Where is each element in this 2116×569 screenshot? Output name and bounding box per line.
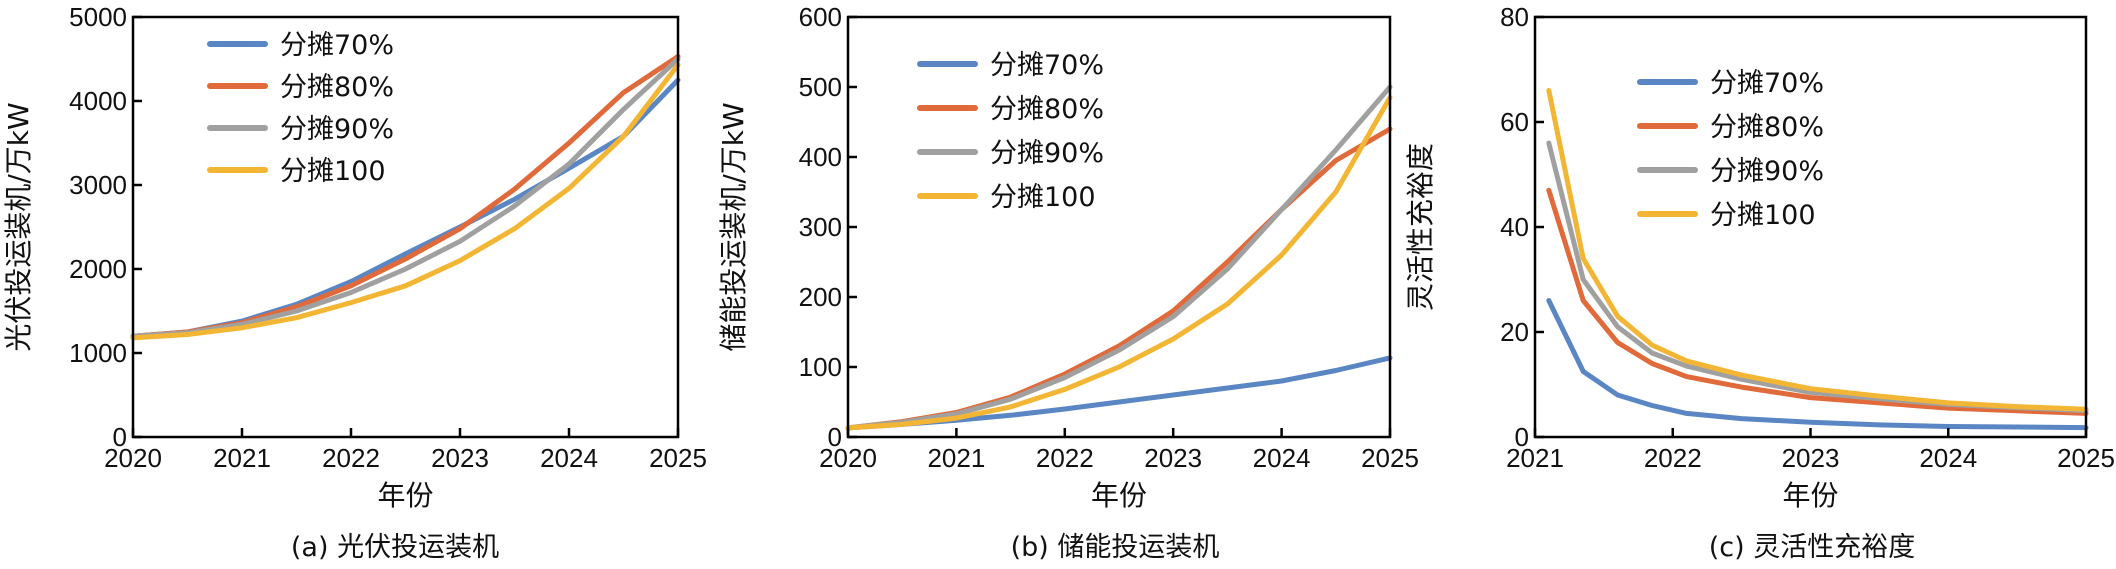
panel-a-plot-frame — [131, 15, 680, 439]
panel-b-x-tick-label: 2023 — [1144, 443, 1202, 473]
panel-b-caption: (b) 储能投运装机 — [1011, 532, 1220, 563]
panel-b-x-tick-label: 2024 — [1253, 443, 1311, 473]
panel-b-series-分摊80% — [845, 126, 1393, 431]
panel-c-x-tick-label: 2021 — [1506, 443, 1564, 473]
panel-c-legend-label: 分摊70% — [1710, 68, 1824, 99]
panel-b-y-tick-label: 200 — [799, 282, 842, 312]
panel-a-x-tick-label: 2022 — [322, 443, 380, 473]
panel-c-series-分摊70% — [1546, 298, 2089, 431]
panel-a-x-tick-label: 2021 — [213, 443, 271, 473]
panel-a-x-tick-label: 2025 — [649, 443, 707, 473]
panel-b-x-axis-label: 年份 — [1091, 479, 1147, 512]
panel-b-series-分摊90% — [845, 84, 1393, 431]
panel-a-series-分摊100 — [130, 62, 681, 341]
panel-a-y-tick-label: 0 — [113, 422, 127, 452]
panel-c-x-tick-label: 2022 — [1644, 443, 1702, 473]
panel-b-y-tick-label: 600 — [799, 2, 842, 32]
panel-c: 2021 2022 2023 2024 2025 0 20 40 60 80 年份 灵活性充裕度 分摊7… — [1404, 2, 2115, 563]
panel-b-x-tick-label: 2022 — [1036, 443, 1094, 473]
panel-a-y-tick-label: 5000 — [69, 2, 127, 32]
panel-b-legend-label: 分摊70% — [990, 50, 1104, 81]
panel-c-caption: (c) 灵活性充裕度 — [1709, 532, 1916, 563]
panel-a-y-tick-label: 1000 — [69, 338, 127, 368]
panel-b-y-tick-label: 400 — [799, 142, 842, 172]
panel-c-series-分摊80% — [1546, 187, 2089, 416]
panel-b-legend-label: 分摊90% — [990, 138, 1104, 169]
panel-c-y-tick-label: 60 — [1500, 107, 1529, 137]
panel-b-legend: 分摊70% 分摊80% 分摊90% 分摊100 — [917, 50, 1104, 213]
panel-b-y-axis-label: 储能投运装机/万kW — [717, 102, 750, 351]
panel-c-y-tick-label: 40 — [1500, 212, 1529, 242]
panel-a-series-分摊80% — [130, 54, 681, 339]
panel-a-caption: (a) 光伏投运装机 — [291, 532, 499, 563]
panel-c-legend-label: 分摊100 — [1710, 200, 1816, 231]
panel-a-legend-label: 分摊100 — [280, 156, 386, 187]
panel-c-x-tick-label: 2023 — [1782, 443, 1840, 473]
panel-b-x-tick-label: 2020 — [819, 443, 877, 473]
panel-a-legend-label: 分摊90% — [280, 114, 394, 145]
panel-c-legend-label: 分摊80% — [1710, 112, 1824, 143]
panel-b-x-tick-label: 2021 — [927, 443, 985, 473]
panel-a-y-tick-label: 4000 — [69, 86, 127, 116]
panel-c-legend-label: 分摊90% — [1710, 156, 1824, 187]
panel-b-x-tick-label: 2025 — [1361, 443, 1419, 473]
panel-c-y-tick-label: 20 — [1500, 317, 1529, 347]
panel-a-x-tick-label: 2020 — [104, 443, 162, 473]
panel-c-x-tick-label: 2024 — [1919, 443, 1977, 473]
panel-c-legend: 分摊70% 分摊80% 分摊90% 分摊100 — [1637, 68, 1824, 231]
panel-a-y-axis-label: 光伏投运装机/万kW — [2, 102, 35, 351]
panel-b-y-tick-label: 500 — [799, 72, 842, 102]
panel-a-x-axis-label: 年份 — [377, 479, 433, 512]
panel-c-series-分摊100 — [1546, 88, 2089, 412]
panel-a-legend: 分摊70% 分摊80% 分摊90% 分摊100 — [207, 30, 394, 187]
panel-c-y-tick-label: 0 — [1515, 422, 1529, 452]
panel-c-y-axis-label: 灵活性充裕度 — [1404, 143, 1437, 311]
panel-a-y-tick-label: 2000 — [69, 254, 127, 284]
panel-a: 2020 2021 2022 2023 2024 2025 0 1000 2000 3000 400… — [2, 2, 707, 563]
panel-a-legend-label: 分摊70% — [280, 30, 394, 61]
panel-a-x-tick-label: 2024 — [540, 443, 598, 473]
panel-a-x-tick-label: 2023 — [431, 443, 489, 473]
panel-b: 2020 2021 2022 2023 2024 2025 0 100 200 300 400 500… — [717, 2, 1419, 563]
panel-a-y-tick-label: 3000 — [69, 170, 127, 200]
panel-b-legend-label: 分摊80% — [990, 94, 1104, 125]
panel-b-y-tick-label: 0 — [828, 422, 842, 452]
panel-b-legend-label: 分摊100 — [990, 182, 1096, 213]
panel-b-y-tick-label: 100 — [799, 352, 842, 382]
panel-c-x-axis-label: 年份 — [1782, 479, 1838, 512]
panel-b-y-tick-label: 300 — [799, 212, 842, 242]
panel-c-x-tick-label: 2025 — [2057, 443, 2115, 473]
panel-c-y-tick-label: 80 — [1500, 2, 1529, 32]
panel-a-series-分摊90% — [130, 56, 681, 339]
panel-b-series-分摊100 — [845, 95, 1393, 431]
panel-a-legend-label: 分摊80% — [280, 72, 394, 103]
